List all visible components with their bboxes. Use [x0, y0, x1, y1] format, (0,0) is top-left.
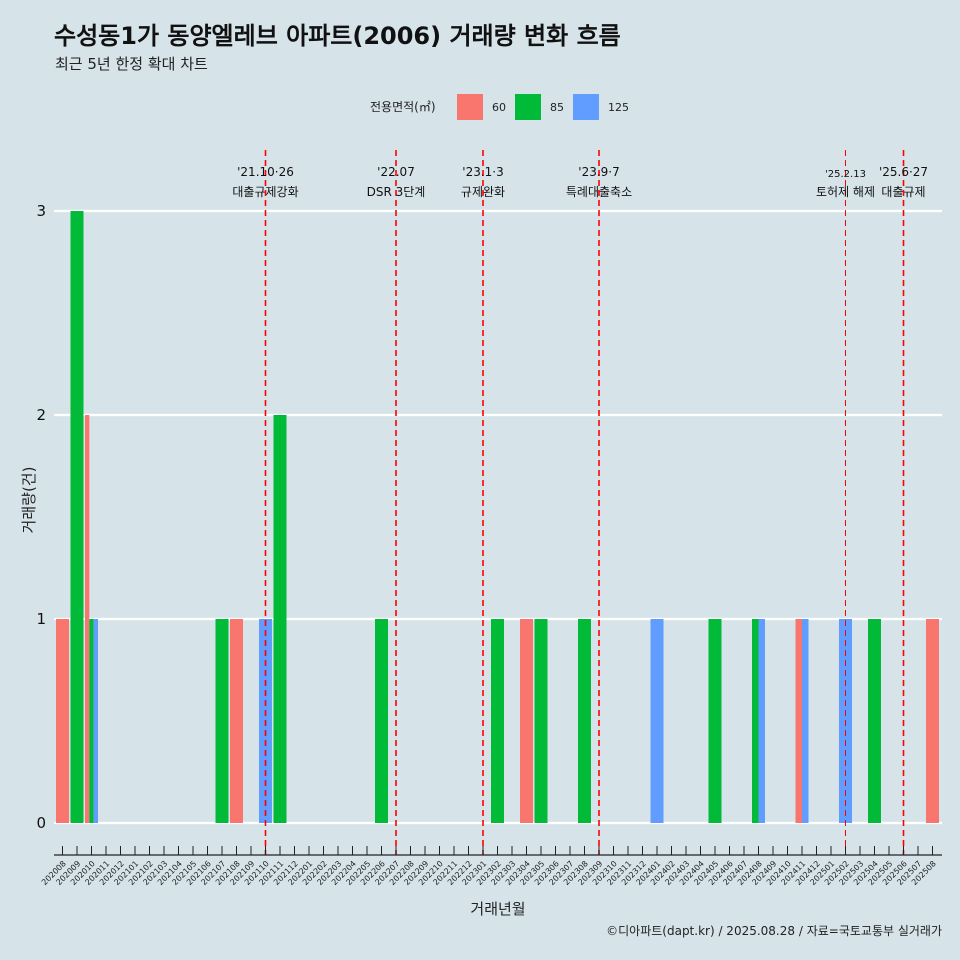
- bar-202009-85: [70, 211, 84, 823]
- event-date-2: '23.1·3: [462, 165, 503, 179]
- bar-202408-85: [752, 619, 759, 823]
- bar-202010-60: [85, 415, 90, 823]
- bar-202308-85: [578, 619, 591, 823]
- y-axis-title: 거래량(건): [20, 467, 38, 534]
- bar-202302-85: [491, 619, 504, 823]
- y-tick-label-0: 0: [36, 814, 46, 832]
- bar-202304-60: [520, 619, 533, 823]
- event-date-1: '22.07: [377, 165, 415, 179]
- bar-202111-85: [273, 415, 287, 823]
- bar-202010-125: [93, 619, 98, 823]
- event-date-0: '21.10·26: [237, 165, 294, 179]
- event-label-0: 대출규제강화: [232, 185, 298, 199]
- event-label-2: 규제완화: [461, 185, 505, 199]
- bar-202508-60: [926, 619, 939, 823]
- bar-202408-125: [758, 619, 765, 823]
- legend-swatch-85: [515, 94, 541, 120]
- bar-202108-60: [230, 619, 243, 823]
- bar-202008-60: [56, 619, 69, 823]
- event-date-4: '25.2.13: [825, 169, 866, 180]
- legend-label-85: 85: [550, 101, 564, 114]
- event-label-3: 특례대출축소: [566, 185, 632, 199]
- bar-202504-85: [868, 619, 881, 823]
- bar-202305-85: [534, 619, 548, 823]
- legend: 전용면적(㎡) 60 85 125: [370, 94, 629, 120]
- bar-202411-60: [795, 619, 802, 823]
- event-label-1: DSR 3단계: [367, 185, 426, 199]
- event-label-4: 토허제 해제: [816, 185, 875, 199]
- legend-swatch-60: [457, 94, 483, 120]
- y-axis-ticks: 0 1 2 3: [36, 202, 46, 832]
- chart-subtitle: 최근 5년 한정 확대 차트: [55, 55, 208, 73]
- y-tick-label-2: 2: [36, 406, 46, 424]
- x-axis: 2020082020092020102020112020122021012021…: [40, 846, 942, 887]
- legend-swatch-125: [573, 94, 599, 120]
- legend-label-125: 125: [608, 101, 629, 114]
- bars: [56, 211, 939, 823]
- bar-202010-85: [89, 619, 94, 823]
- bar-202206-85: [375, 619, 388, 823]
- legend-title: 전용면적(㎡): [370, 100, 436, 114]
- bar-202401-125: [650, 619, 664, 823]
- event-markers: '21.10·26 대출규제강화 '22.07 DSR 3단계 '23.1·3 규제완화 '…: [232, 150, 928, 855]
- bar-202405-85: [708, 619, 722, 823]
- legend-label-60: 60: [492, 101, 506, 114]
- caption: ©디아파트(dapt.kr) / 2025.08.28 / 자료=국토교통부 실…: [606, 924, 942, 938]
- y-tick-label-3: 3: [36, 202, 46, 220]
- event-date-5: '25.6·27: [879, 165, 928, 179]
- x-axis-title: 거래년월: [470, 900, 525, 918]
- event-date-3: '23.9·7: [578, 165, 619, 179]
- event-label-5: 대출규제: [881, 185, 925, 199]
- y-tick-label-1: 1: [36, 610, 46, 628]
- bar-202411-125: [802, 619, 809, 823]
- bar-202107-85: [215, 619, 229, 823]
- chart-title: 수성동1가 동양엘레브 아파트(2006) 거래량 변화 흐름: [54, 22, 621, 50]
